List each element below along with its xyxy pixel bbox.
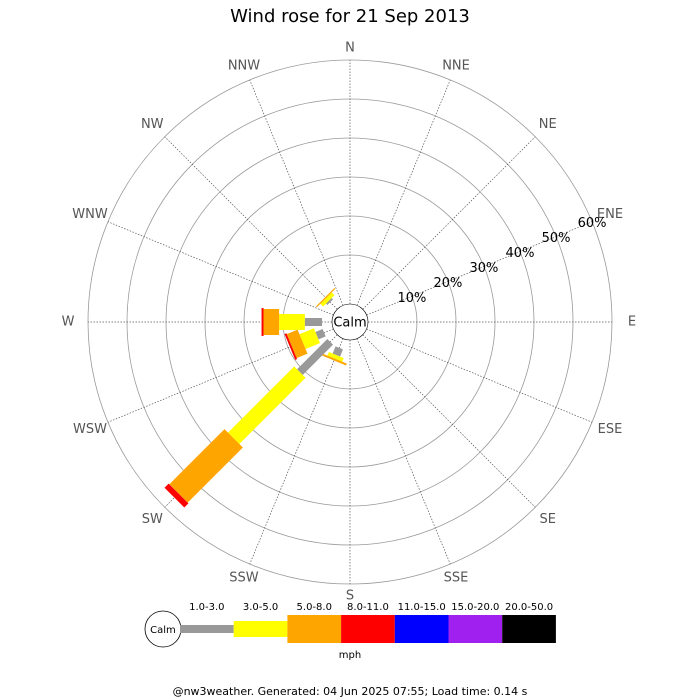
spoke: [249, 79, 344, 306]
direction-label: WNW: [72, 207, 108, 222]
direction-label: E: [628, 315, 636, 330]
r-tick-label: 60%: [578, 216, 607, 231]
legend-label: 20.0-50.0: [505, 602, 553, 613]
direction-label: N: [345, 41, 355, 56]
r-tick-label: 50%: [542, 231, 571, 246]
wind-bar: [327, 352, 344, 362]
r-tick-label: 10%: [397, 291, 426, 306]
legend-label: 8.0-11.0: [347, 602, 389, 613]
wind-bar: [279, 314, 305, 330]
direction-label: SW: [142, 512, 163, 527]
footer: @nw3weather. Generated: 04 Jun 2025 07:5…: [173, 685, 528, 698]
legend-swatch: [233, 621, 288, 637]
wind-bar: [263, 309, 280, 335]
r-tick-label: 30%: [470, 261, 499, 276]
direction-label: ENE: [597, 207, 623, 222]
spoke: [356, 338, 451, 565]
r-tick-label: 40%: [506, 246, 535, 261]
calm-circle: [331, 303, 369, 341]
direction-label: SSW: [229, 570, 259, 585]
direction-label: NNE: [442, 59, 470, 74]
direction-label: S: [346, 589, 354, 604]
direction-label: NNW: [228, 59, 260, 74]
wind-bar: [325, 297, 334, 306]
legend-label: 5.0-8.0: [297, 602, 332, 613]
wind-bar: [322, 353, 347, 366]
spoke: [356, 79, 451, 306]
legend-swatch: [502, 615, 556, 643]
r-tick-label: 20%: [433, 276, 462, 291]
direction-label: SSE: [444, 570, 469, 585]
spoke: [366, 328, 593, 423]
wind-bar: [315, 329, 326, 340]
wind-bar: [299, 328, 320, 350]
direction-label: NE: [539, 117, 557, 132]
legend-swatch: [394, 615, 449, 643]
wind-bar: [261, 308, 264, 336]
legend-swatch: [180, 625, 234, 633]
direction-label: ESE: [598, 422, 623, 437]
legend-label: 3.0-5.0: [243, 602, 278, 613]
wind-bar: [297, 338, 334, 375]
calm-label: Calm: [333, 316, 366, 331]
unit-label: mph: [339, 650, 361, 661]
legend-swatch: [287, 615, 342, 643]
legend-swatch: [341, 615, 395, 643]
direction-label: W: [62, 315, 75, 330]
legend-label: 11.0-15.0: [398, 602, 446, 613]
chart-title: Wind rose for 21 Sep 2013: [230, 6, 470, 27]
wind-bar: [228, 366, 306, 444]
legend-label: 15.0-20.0: [451, 602, 499, 613]
spoke: [107, 221, 334, 316]
wind-bar: [316, 288, 336, 308]
wind-bar: [284, 333, 298, 360]
legend-label: 1.0-3.0: [189, 602, 224, 613]
direction-label: WSW: [73, 422, 107, 437]
wind-bar: [286, 329, 308, 359]
wind-bar: [332, 346, 343, 357]
legend-swatch: [448, 615, 503, 643]
direction-label: SE: [540, 512, 556, 527]
wind-bar: [304, 318, 322, 326]
wind-bar: [164, 483, 189, 508]
direction-label: NW: [141, 117, 164, 132]
wind-bar: [320, 292, 335, 307]
legend-calm-label: Calm: [150, 625, 176, 636]
wind-bar: [169, 429, 243, 503]
